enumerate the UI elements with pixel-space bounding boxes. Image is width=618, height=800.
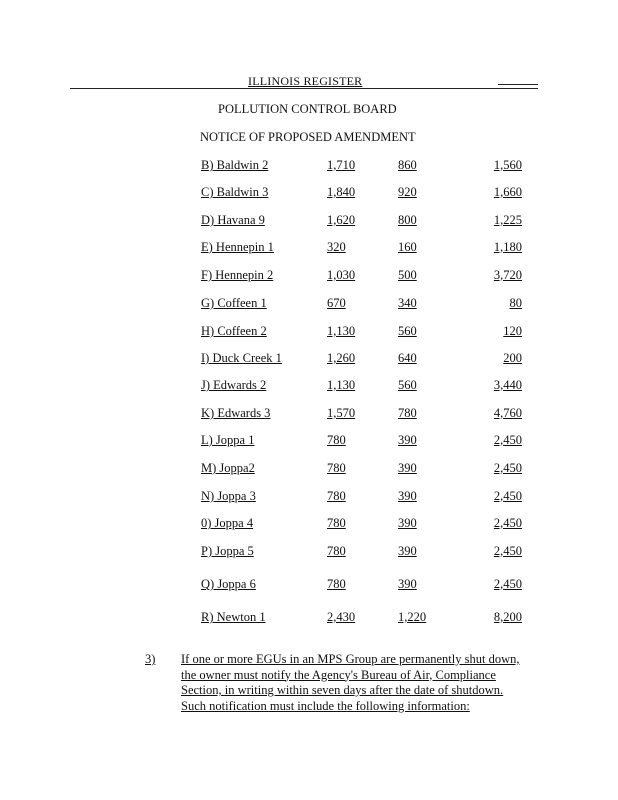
table-row: C) Baldwin 3 1,840 920 1,660 xyxy=(0,185,618,201)
value-cell: 2,450 xyxy=(493,544,522,558)
table-row: 0) Joppa 4 780 390 2,450 xyxy=(0,516,618,532)
value-cell: 2,450 xyxy=(493,461,522,475)
value-cell: 1,710 xyxy=(327,158,356,172)
notice-title: NOTICE OF PROPOSED AMENDMENT xyxy=(200,130,416,144)
value-cell: 670 xyxy=(327,296,346,310)
value-cell: 390 xyxy=(398,461,417,475)
value-cell: 2,450 xyxy=(493,516,522,530)
unit-name: B) Baldwin 2 xyxy=(201,158,269,172)
value-cell: 390 xyxy=(398,544,417,558)
unit-name: K) Edwards 3 xyxy=(201,406,271,420)
header-rule-right xyxy=(498,84,538,85)
value-cell: 200 xyxy=(503,351,522,365)
register-header: ILLINOIS REGISTER xyxy=(248,74,363,88)
unit-name: E) Hennepin 1 xyxy=(201,240,274,254)
value-cell: 340 xyxy=(398,296,417,310)
value-cell: 2,450 xyxy=(493,433,522,447)
value-cell: 560 xyxy=(398,378,417,392)
unit-name: H) Coffeen 2 xyxy=(201,324,267,338)
value-cell: 780 xyxy=(398,406,417,420)
table-row: Q) Joppa 6 780 390 2,450 xyxy=(0,577,618,593)
value-cell: 780 xyxy=(327,577,346,591)
value-cell: 1,130 xyxy=(327,378,356,392)
table-row: F) Hennepin 2 1,030 500 3,720 xyxy=(0,268,618,284)
value-cell: 1,570 xyxy=(327,406,356,420)
table-row: J) Edwards 2 1,130 560 3,440 xyxy=(0,378,618,394)
unit-name: I) Duck Creek 1 xyxy=(201,351,282,365)
agency-title: POLLUTION CONTROL BOARD xyxy=(218,102,397,116)
unit-name: N) Joppa 3 xyxy=(201,489,256,503)
value-cell: 920 xyxy=(398,185,417,199)
value-cell: 1,180 xyxy=(493,240,522,254)
value-cell: 390 xyxy=(398,577,417,591)
value-cell: 320 xyxy=(327,240,346,254)
table-row: P) Joppa 5 780 390 2,450 xyxy=(0,544,618,560)
value-cell: 1,840 xyxy=(327,185,356,199)
unit-name: L) Joppa 1 xyxy=(201,433,255,447)
table-row: K) Edwards 3 1,570 780 4,760 xyxy=(0,406,618,422)
value-cell: 80 xyxy=(509,296,523,310)
value-cell: 3,440 xyxy=(493,378,522,392)
value-cell: 780 xyxy=(327,461,346,475)
value-cell: 860 xyxy=(398,158,417,172)
unit-name: F) Hennepin 2 xyxy=(201,268,274,282)
value-cell: 2,450 xyxy=(493,577,522,591)
unit-name: M) Joppa2 xyxy=(201,461,255,475)
value-cell: 8,200 xyxy=(493,610,522,624)
value-cell: 560 xyxy=(398,324,417,338)
table-row: N) Joppa 3 780 390 2,450 xyxy=(0,489,618,505)
table-row: G) Coffeen 1 670 340 80 xyxy=(0,296,618,312)
value-cell: 500 xyxy=(398,268,417,282)
value-cell: 780 xyxy=(327,544,346,558)
value-cell: 1,560 xyxy=(493,158,522,172)
unit-name: P) Joppa 5 xyxy=(201,544,254,558)
unit-name: D) Havana 9 xyxy=(201,213,265,227)
value-cell: 780 xyxy=(327,489,346,503)
table-row: M) Joppa2 780 390 2,450 xyxy=(0,461,618,477)
paragraph-text: If one or more EGUs in an MPS Group are … xyxy=(181,652,520,713)
table-row: R) Newton 1 2,430 1,220 8,200 xyxy=(0,610,618,626)
value-cell: 1,030 xyxy=(327,268,356,282)
header-rule xyxy=(70,88,538,89)
unit-name: Q) Joppa 6 xyxy=(201,577,256,591)
value-cell: 1,260 xyxy=(327,351,356,365)
value-cell: 2,430 xyxy=(327,610,356,624)
value-cell: 4,760 xyxy=(493,406,522,420)
value-cell: 2,450 xyxy=(493,489,522,503)
value-cell: 390 xyxy=(398,433,417,447)
unit-name: J) Edwards 2 xyxy=(201,378,267,392)
value-cell: 1,620 xyxy=(327,213,356,227)
value-cell: 160 xyxy=(398,240,417,254)
value-cell: 3,720 xyxy=(493,268,522,282)
unit-name: 0) Joppa 4 xyxy=(201,516,254,530)
value-cell: 780 xyxy=(327,516,346,530)
unit-name: R) Newton 1 xyxy=(201,610,266,624)
table-row: L) Joppa 1 780 390 2,450 xyxy=(0,433,618,449)
value-cell: 390 xyxy=(398,516,417,530)
value-cell: 780 xyxy=(327,433,346,447)
value-cell: 1,225 xyxy=(493,213,522,227)
unit-name: C) Baldwin 3 xyxy=(201,185,269,199)
value-cell: 1,660 xyxy=(493,185,522,199)
value-cell: 640 xyxy=(398,351,417,365)
value-cell: 1,130 xyxy=(327,324,356,338)
value-cell: 800 xyxy=(398,213,417,227)
value-cell: 390 xyxy=(398,489,417,503)
table-row: H) Coffeen 2 1,130 560 120 xyxy=(0,324,618,340)
paragraph-number: 3) xyxy=(145,652,156,666)
table-row: I) Duck Creek 1 1,260 640 200 xyxy=(0,351,618,367)
value-cell: 1,220 xyxy=(398,610,427,624)
table-row: B) Baldwin 2 1,710 860 1,560 xyxy=(0,158,618,174)
unit-name: G) Coffeen 1 xyxy=(201,296,267,310)
table-row: E) Hennepin 1 320 160 1,180 xyxy=(0,240,618,256)
value-cell: 120 xyxy=(503,324,522,338)
table-row: D) Havana 9 1,620 800 1,225 xyxy=(0,213,618,229)
